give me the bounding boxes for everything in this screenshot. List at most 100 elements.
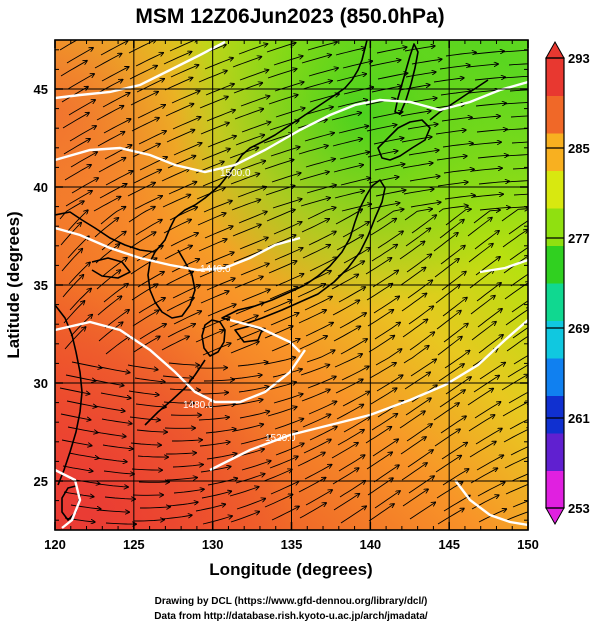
colorbar-segment (546, 245, 564, 284)
wind-streamline (264, 160, 294, 170)
wind-streamline (99, 184, 127, 199)
wind-streamline (302, 415, 330, 428)
wind-streamline (370, 60, 400, 67)
wind-streamline (400, 437, 426, 455)
wind-streamline (133, 170, 161, 184)
wind-streamline (204, 404, 235, 408)
wind-streamline (169, 389, 200, 390)
wind-streamline (506, 180, 528, 183)
wind-streamline (105, 336, 130, 355)
wind-streamline (435, 456, 461, 473)
wind-streamline (71, 361, 101, 368)
wind-streamline (62, 275, 83, 298)
coastline-shandong (91, 257, 131, 279)
wind-streamline (69, 126, 96, 142)
colorbar-segment (546, 395, 564, 434)
wind-streamline (237, 362, 268, 367)
wind-streamline (95, 431, 126, 437)
wind-streamline (98, 322, 123, 342)
wind-streamline (401, 294, 426, 312)
wind-streamline (374, 164, 404, 171)
wind-streamline (371, 245, 397, 262)
wind-streamline (275, 274, 303, 287)
wind-streamline (164, 78, 192, 91)
wind-streamline (470, 142, 501, 146)
wind-streamline (162, 376, 193, 378)
wind-streamline (230, 174, 259, 185)
wind-streamline (369, 363, 396, 379)
wind-streamline (467, 218, 492, 237)
wind-streamline (370, 219, 396, 236)
wind-streamline (299, 172, 329, 181)
wind-streamline (377, 73, 407, 80)
wind-streamline (168, 182, 196, 195)
wind-streamline (439, 65, 470, 70)
wind-streamline (406, 424, 432, 442)
wind-streamline (66, 48, 93, 64)
contour-label-1520: 1520.0 (265, 433, 296, 444)
wind-streamline (232, 225, 261, 237)
wind-streamline (406, 254, 431, 273)
wind-streamline (200, 291, 229, 304)
wind-streamline (298, 146, 328, 155)
wind-streamline (300, 198, 330, 207)
wind-streamline (203, 201, 232, 213)
wind-streamline (505, 308, 528, 326)
wind-streamline (336, 235, 363, 251)
wind-streamline (335, 48, 365, 56)
wind-streamline (302, 81, 332, 90)
wind-streamline (469, 116, 500, 120)
wind-streamline (410, 359, 436, 377)
wind-streamline (375, 190, 405, 197)
wind-streamline (508, 220, 528, 235)
wind-streamline (407, 450, 433, 468)
wind-streamline (105, 171, 133, 186)
wind-streamline (96, 270, 120, 290)
wind-streamline (342, 392, 369, 407)
wind-streamline (469, 442, 496, 458)
wind-streamline (104, 310, 129, 329)
wind-streamline (408, 306, 433, 325)
wind-streamline (127, 183, 155, 197)
wind-streamline (274, 419, 303, 430)
wind-streamline (405, 228, 430, 247)
colorbar-tick-label: 253 (568, 501, 590, 516)
x-tick-label: 120 (44, 537, 66, 552)
wind-streamline (67, 74, 94, 90)
wind-streamline (338, 287, 365, 303)
wind-streamline (230, 342, 259, 354)
wind-streamline (342, 222, 369, 238)
y-tick-label: 30 (34, 376, 48, 391)
wind-streamline (172, 465, 203, 468)
wind-streamline (205, 252, 234, 265)
wind-streamline (467, 64, 498, 68)
wind-streamline (445, 52, 476, 57)
wind-streamline (509, 418, 528, 430)
x-tick-label: 145 (438, 537, 460, 552)
wind-streamline (263, 470, 292, 482)
wind-streamline (405, 72, 436, 78)
wind-streamline (96, 457, 127, 462)
wind-streamline (137, 272, 164, 288)
wind-streamline (505, 483, 528, 495)
wind-streamline (275, 444, 304, 456)
wind-streamline (366, 284, 392, 301)
wind-streamline (408, 150, 439, 156)
wind-streamline (373, 297, 399, 314)
wind-streamline (137, 105, 165, 119)
wind-streamline (502, 401, 528, 417)
wind-streamline (131, 118, 159, 132)
wind-streamline (468, 90, 499, 94)
x-tick-label: 125 (123, 537, 145, 552)
wind-streamline (339, 481, 365, 498)
wind-streamline (98, 158, 125, 173)
wind-streamline (366, 125, 396, 132)
wind-streamline (334, 191, 364, 199)
y-tick-label: 40 (34, 180, 48, 195)
wind-streamline (407, 124, 438, 130)
wind-streamline (343, 417, 370, 433)
wind-streamline (476, 129, 507, 133)
wind-streamline (236, 161, 265, 172)
wind-streamline (340, 339, 367, 355)
y-tick-label: 25 (34, 474, 48, 489)
